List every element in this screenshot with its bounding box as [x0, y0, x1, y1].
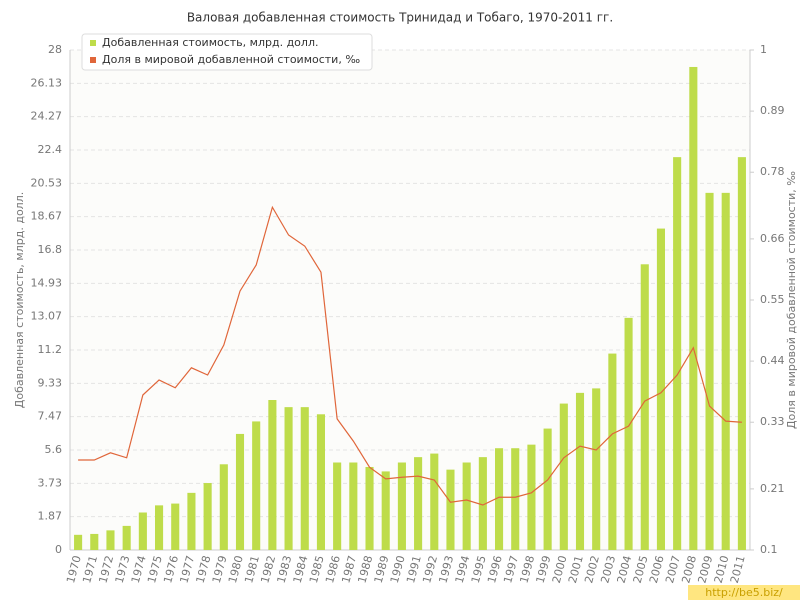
y-tick-label: 1.87 [38, 510, 63, 523]
bar [122, 525, 131, 550]
bar [689, 66, 698, 550]
y-tick-label: 24.27 [31, 110, 63, 123]
y2-tick-label: 0.66 [760, 232, 785, 245]
y-tick-label: 3.73 [38, 476, 63, 489]
bar [511, 448, 520, 550]
y2-tick-label: 0.55 [760, 293, 785, 306]
y2-tick-label: 0.21 [760, 482, 785, 495]
y-tick-label: 11.2 [38, 343, 63, 356]
y-tick-label: 18.67 [31, 210, 63, 223]
bar [365, 466, 374, 550]
y-tick-label: 16.8 [38, 243, 63, 256]
y-tick-label: 13.07 [31, 310, 63, 323]
bar [235, 433, 245, 550]
bar [349, 462, 358, 550]
bar [316, 414, 325, 550]
y2-tick-label: 1 [760, 43, 767, 56]
y-axis-label: Добавленная стоимость, млрд. долл. [13, 192, 26, 408]
bar [656, 228, 665, 551]
bar [381, 471, 390, 550]
bar [705, 192, 714, 550]
bar [74, 534, 83, 550]
y2-tick-label: 0.44 [760, 354, 785, 367]
bar [559, 403, 568, 550]
bar [397, 462, 406, 550]
bar [333, 462, 342, 550]
bar [495, 448, 504, 550]
y-tick-label: 28 [48, 43, 62, 56]
bar [737, 157, 746, 550]
bar [478, 457, 487, 550]
legend-label: Добавленная стоимость, млрд. долл. [102, 36, 318, 49]
y-tick-label: 14.93 [31, 276, 63, 289]
bar [673, 157, 682, 550]
bar [90, 533, 99, 550]
bar [527, 444, 536, 550]
chart-title: Валовая добавленная стоимость Тринидад и… [187, 11, 613, 25]
bar [284, 407, 293, 550]
y-tick-label: 7.47 [38, 410, 63, 423]
watermark[interactable]: http://be5.biz/ [705, 586, 783, 599]
bar [721, 192, 730, 550]
y-tick-label: 5.6 [45, 443, 63, 456]
bar [219, 464, 228, 550]
bar [414, 457, 423, 550]
bar [138, 512, 147, 550]
y2-tick-label: 0.33 [760, 415, 785, 428]
bar [592, 388, 601, 550]
bar [462, 462, 471, 550]
line [78, 205, 742, 506]
bar [268, 400, 277, 550]
y-tick-label: 20.53 [31, 176, 63, 189]
y2-axis-label: Доля в мировой добавленной стоимости, ‰ [785, 171, 798, 429]
bar [430, 453, 439, 550]
bar [446, 469, 455, 550]
plot-area [70, 50, 750, 550]
bar [171, 503, 180, 550]
y2-tick-label: 0.89 [760, 104, 785, 117]
bar [155, 505, 164, 550]
bar [300, 407, 309, 550]
y2-tick-label: 0.1 [760, 543, 778, 556]
bar [575, 392, 585, 550]
bar [252, 421, 261, 550]
legend: Добавленная стоимость, млрд. долл. Доля в… [81, 33, 373, 71]
watermark-bg [688, 585, 800, 600]
bar [624, 317, 633, 550]
bar [543, 428, 552, 550]
bar [106, 530, 115, 550]
bar [203, 483, 212, 550]
legend-swatch [90, 40, 96, 46]
y-tick-label: 0 [55, 543, 62, 556]
legend-box [81, 33, 373, 71]
legend-swatch [90, 57, 96, 63]
y-tick-label: 9.33 [38, 376, 63, 389]
y-tick-label: 22.4 [38, 143, 63, 156]
legend-label: Доля в мировой добавленной стоимости, ‰ [102, 53, 360, 66]
bar [640, 264, 649, 550]
bar [187, 492, 196, 550]
y-tick-label: 26.13 [31, 76, 63, 89]
bar [608, 353, 617, 550]
y2-tick-label: 0.78 [760, 165, 785, 178]
